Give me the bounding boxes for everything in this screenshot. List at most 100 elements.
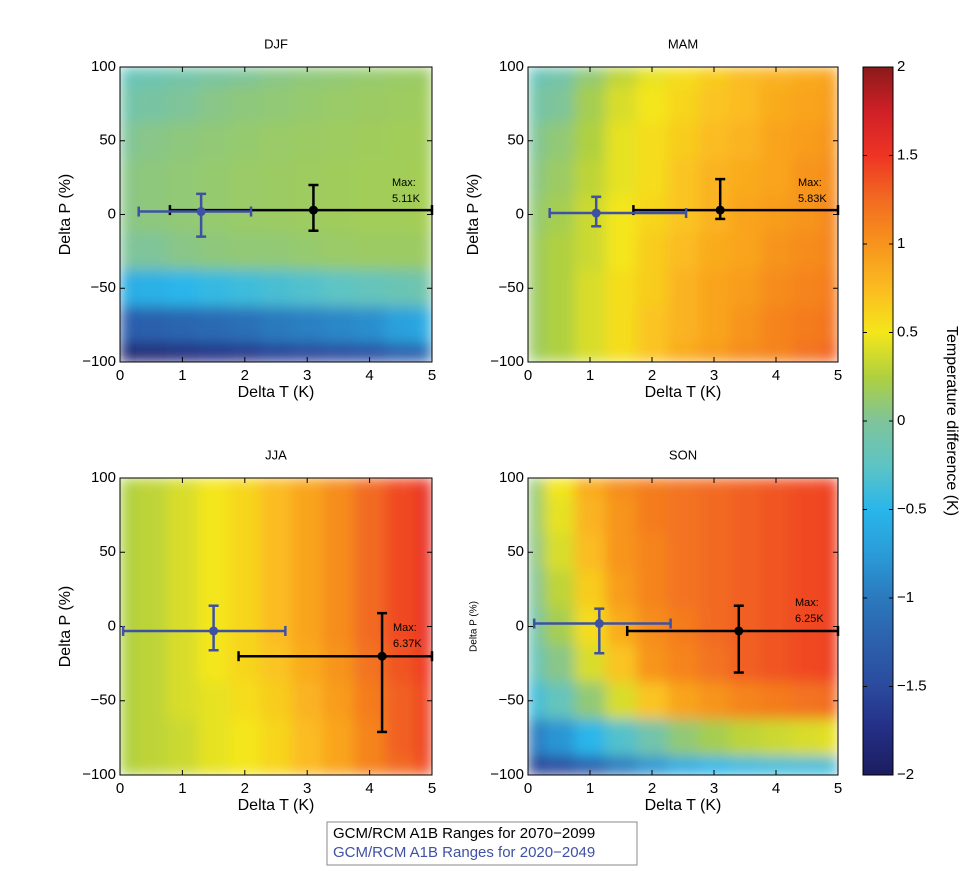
field-cell bbox=[120, 85, 137, 123]
field-cell bbox=[166, 533, 199, 572]
field-cell bbox=[416, 232, 432, 271]
field-cell bbox=[822, 607, 838, 646]
x-tick-label: 2 bbox=[648, 780, 656, 797]
field-cell bbox=[822, 570, 838, 609]
x-tick-label: 2 bbox=[648, 367, 656, 384]
point bbox=[209, 626, 219, 636]
field-cell bbox=[791, 159, 823, 197]
field-cell bbox=[385, 85, 417, 123]
legend-entry: GCM/RCM A1B Ranges for 2020−2049 bbox=[333, 844, 595, 861]
annotation: 6.25K bbox=[795, 613, 824, 625]
field-cell bbox=[698, 607, 730, 646]
field-cell bbox=[605, 159, 637, 197]
field-cell bbox=[120, 756, 137, 775]
field-cell bbox=[291, 645, 324, 683]
field-cell bbox=[260, 533, 293, 572]
field-cell bbox=[198, 85, 230, 123]
field-cell bbox=[120, 645, 137, 683]
x-axis-label: Delta T (K) bbox=[645, 384, 722, 401]
field-cell bbox=[636, 232, 668, 271]
field-cell bbox=[667, 196, 699, 234]
field-cell bbox=[822, 756, 838, 775]
field-cell bbox=[528, 496, 544, 535]
field-cell bbox=[416, 343, 432, 362]
field-cell bbox=[760, 343, 792, 362]
annotation: Max: bbox=[795, 597, 819, 609]
x-tick-label: 1 bbox=[178, 780, 186, 797]
field-cell bbox=[528, 607, 544, 646]
field-cell bbox=[528, 269, 544, 308]
field-cell bbox=[229, 269, 261, 308]
field-cell bbox=[574, 756, 606, 775]
x-axis-label: Delta T (K) bbox=[645, 797, 722, 814]
field-cell bbox=[385, 645, 417, 683]
field-cell bbox=[385, 122, 417, 160]
field-cell bbox=[198, 756, 230, 775]
field-cell bbox=[791, 756, 823, 775]
field-cell bbox=[791, 67, 823, 86]
field-cell bbox=[574, 122, 606, 160]
field-cell bbox=[229, 232, 261, 271]
point bbox=[594, 619, 604, 629]
y-tick-label: 0 bbox=[516, 205, 524, 222]
field-cell bbox=[667, 496, 699, 535]
colorbar-label: Temperature difference (K) bbox=[943, 326, 960, 516]
annotation: Max: bbox=[393, 622, 417, 634]
point bbox=[715, 205, 725, 215]
colorbar-tick-label: −2 bbox=[897, 766, 914, 783]
field-cell bbox=[229, 306, 261, 345]
field-cell bbox=[198, 682, 230, 720]
x-tick-label: 1 bbox=[586, 367, 594, 384]
field-cell bbox=[229, 570, 261, 609]
field-cell bbox=[543, 67, 575, 86]
field-cell bbox=[528, 85, 544, 123]
field-cell bbox=[760, 85, 792, 123]
x-axis-label: Delta T (K) bbox=[238, 384, 315, 401]
field-cell bbox=[260, 607, 293, 646]
x-tick-label: 3 bbox=[710, 367, 718, 384]
field-cell bbox=[385, 533, 417, 572]
field-cell bbox=[760, 67, 792, 86]
field-cell bbox=[166, 343, 199, 362]
field-cell bbox=[822, 645, 838, 683]
x-tick-label: 2 bbox=[241, 780, 249, 797]
field-cell bbox=[822, 67, 838, 86]
field-cell bbox=[667, 122, 699, 160]
field-cell bbox=[385, 682, 417, 720]
field-cell bbox=[354, 478, 386, 498]
chart-title: SON bbox=[669, 447, 697, 462]
field-cell bbox=[791, 645, 823, 683]
field-cell bbox=[135, 67, 168, 86]
field-cell bbox=[322, 196, 355, 234]
x-tick-label: 4 bbox=[365, 780, 373, 797]
field-cell bbox=[543, 159, 575, 197]
field-cell bbox=[322, 343, 355, 362]
field-cell bbox=[791, 682, 823, 720]
field-cell bbox=[543, 496, 575, 535]
field-cell bbox=[385, 196, 417, 234]
field-cell bbox=[198, 67, 230, 86]
field-cell bbox=[135, 533, 168, 572]
field-cell bbox=[385, 496, 417, 535]
y-tick-label: −100 bbox=[490, 353, 524, 370]
field-cell bbox=[791, 343, 823, 362]
field-cell bbox=[605, 607, 637, 646]
field-cell bbox=[166, 67, 199, 86]
point bbox=[734, 626, 744, 636]
y-tick-label: 100 bbox=[91, 469, 116, 486]
field-cell bbox=[574, 306, 606, 345]
field-cell bbox=[322, 159, 355, 197]
field-cell bbox=[667, 533, 699, 572]
x-tick-label: 3 bbox=[710, 780, 718, 797]
field-cell bbox=[166, 496, 199, 535]
field-cell bbox=[791, 719, 823, 757]
field-clip bbox=[120, 67, 432, 362]
field-cell bbox=[416, 756, 432, 775]
field-cell bbox=[416, 607, 432, 646]
field-cell bbox=[636, 719, 668, 757]
colorbar-tick-label: 1.5 bbox=[897, 146, 918, 163]
field-cell bbox=[322, 533, 355, 572]
field-cell bbox=[135, 159, 168, 197]
field-cell bbox=[135, 478, 168, 498]
